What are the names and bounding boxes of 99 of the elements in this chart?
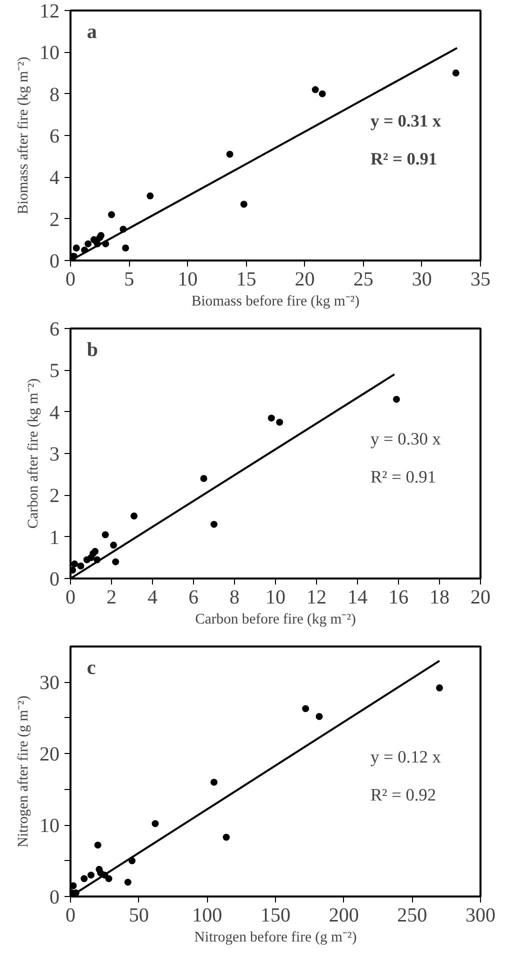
y-tick-label: 0 (50, 250, 60, 272)
y-tick-label: 0 (50, 568, 60, 590)
annotation: b (86, 339, 98, 361)
x-tick-label: 5 (124, 268, 134, 290)
y-tick-label: 6 (50, 318, 60, 340)
x-tick-label: 300 (466, 904, 496, 926)
x-axis-title: Carbon before fire (kg m⁻²) (195, 612, 356, 628)
point (120, 226, 127, 233)
y-tick-label: 20 (40, 744, 60, 766)
annotation: y = 0.30 x (370, 430, 442, 448)
x-tick-label: 2 (106, 586, 116, 608)
x-tick-label: 12 (306, 586, 326, 608)
y-tick-label: 4 (50, 402, 60, 424)
point (112, 558, 120, 566)
x-axis-title: Biomass before fire (kg m⁻²) (191, 294, 360, 310)
point (210, 520, 218, 528)
annotation: y = 0.12 x (370, 748, 442, 766)
x-tick-label: 35 (470, 268, 490, 290)
point (302, 705, 310, 712)
x-tick-label: 14 (348, 586, 368, 608)
point (152, 820, 159, 828)
x-tick-label: 0 (66, 904, 76, 926)
point (130, 512, 138, 520)
annotation: R² = 0.91 (370, 150, 438, 168)
point (94, 556, 101, 564)
x-tick-label: 0 (66, 586, 76, 608)
point (124, 878, 132, 886)
y-axis-title: Biomass after fire (kg m⁻²) (16, 56, 32, 214)
point (84, 240, 92, 248)
point (226, 150, 234, 158)
y-tick-label: 2 (50, 485, 60, 508)
y-tick-label: 12 (40, 0, 60, 22)
x-tick-label: 20 (294, 268, 315, 290)
annotation: y = 0.31 x (370, 112, 442, 130)
y-tick-label: 2 (50, 208, 60, 231)
annotation: R² = 0.91 (370, 468, 436, 486)
point (316, 713, 323, 720)
x-tick-label: 0 (66, 268, 76, 290)
point (71, 560, 78, 568)
point (122, 244, 130, 252)
point (392, 396, 400, 403)
point (102, 531, 109, 538)
point (268, 414, 275, 422)
point (108, 211, 115, 218)
point (105, 875, 112, 882)
x-tick-label: 4 (148, 586, 158, 608)
x-tick-label: 10 (266, 586, 286, 608)
point (436, 684, 443, 692)
x-tick-label: 10 (178, 268, 198, 290)
x-tick-label: 200 (328, 904, 359, 926)
point (77, 562, 84, 570)
point (94, 842, 102, 849)
y-axis-title: Nitrogen after fire (g m⁻²) (16, 695, 32, 848)
x-tick-label: 20 (470, 586, 490, 608)
point (222, 834, 230, 841)
x-tick-label: 6 (188, 586, 198, 608)
x-tick-label: 100 (192, 904, 222, 926)
point (81, 246, 88, 254)
point (128, 857, 136, 864)
point (146, 192, 154, 200)
point (276, 418, 284, 426)
point (312, 86, 319, 94)
annotation: R² = 0.92 (370, 786, 436, 804)
point (88, 872, 94, 879)
x-tick-label: 25 (353, 268, 374, 290)
point (452, 70, 460, 76)
y-tick-label: 8 (50, 84, 60, 106)
x-tick-label: 50 (128, 904, 149, 926)
x-axis-title: Nitrogen before fire (g m⁻²) (194, 930, 357, 946)
point (80, 875, 88, 882)
x-tick-label: 15 (236, 268, 256, 290)
x-tick-label: 150 (260, 904, 290, 926)
point (72, 244, 80, 252)
point (210, 778, 218, 786)
y-tick-label: 1 (50, 526, 60, 549)
x-tick-label: 250 (397, 904, 428, 926)
y-tick-label: 10 (40, 815, 60, 838)
x-tick-label: 8 (230, 586, 240, 608)
point (240, 200, 248, 208)
y-tick-label: 0 (50, 886, 60, 908)
annotation: a (86, 21, 97, 43)
point (200, 475, 208, 482)
y-tick-label: 6 (50, 126, 60, 148)
x-tick-label: 16 (388, 586, 408, 608)
y-tick-label: 30 (40, 672, 60, 694)
point (92, 548, 99, 555)
point (101, 872, 108, 879)
annotation: c (86, 657, 96, 679)
y-tick-label: 3 (50, 444, 60, 466)
point (318, 90, 326, 98)
y-tick-label: 5 (50, 360, 60, 382)
x-tick-label: 30 (412, 268, 432, 290)
y-tick-label: 10 (40, 42, 60, 64)
y-tick-label: 4 (50, 167, 60, 190)
point (102, 240, 110, 248)
y-axis-title: Carbon after fire (kg m⁻²) (26, 378, 42, 529)
point (110, 542, 118, 549)
x-tick-label: 18 (430, 586, 450, 608)
point (97, 232, 104, 239)
